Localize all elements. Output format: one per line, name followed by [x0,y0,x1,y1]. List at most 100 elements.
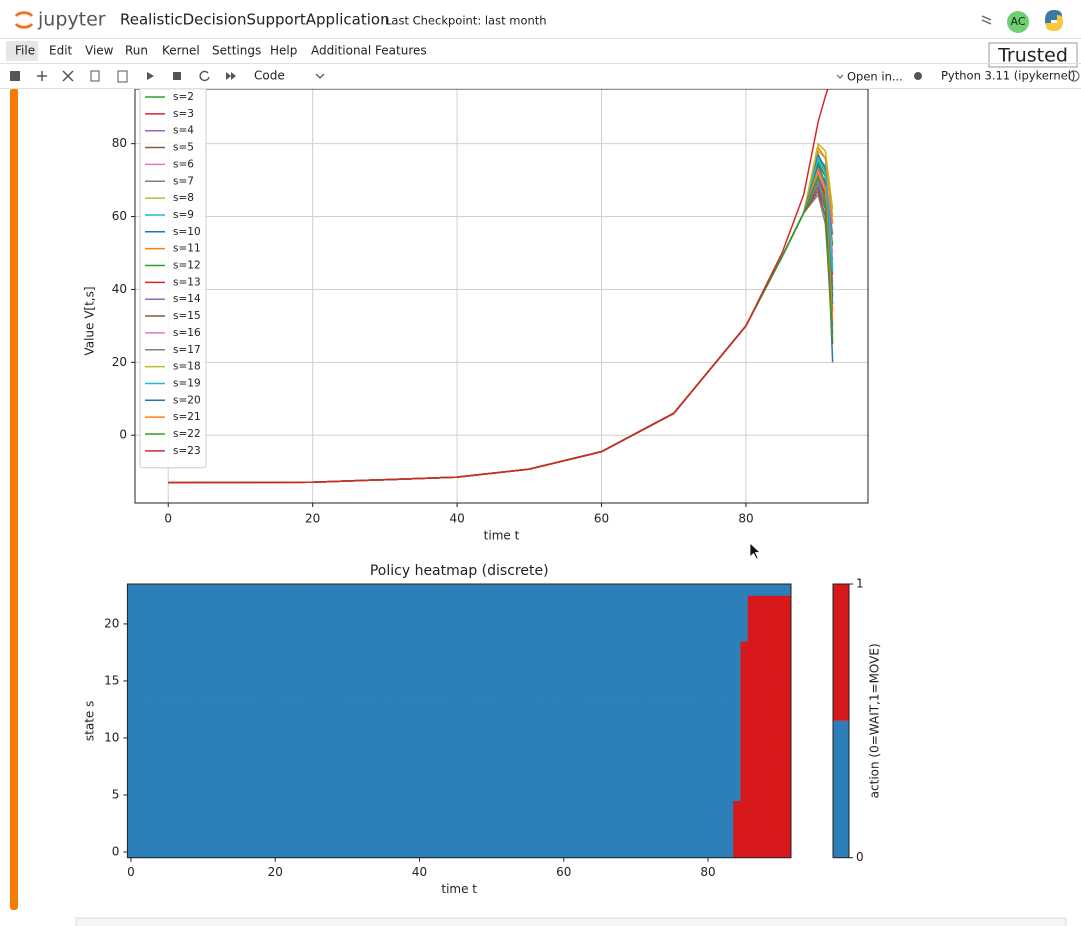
heatmap-cell [574,823,583,836]
heatmap-cell [639,629,648,642]
debug-icon[interactable] [914,72,922,80]
heatmap-cell [185,663,193,676]
heatmap-cell [351,812,359,824]
heatmap-cell [314,777,323,790]
heatmap-cell [149,709,157,722]
heatmap-cell [192,618,200,631]
heatmap-cell [668,686,676,699]
stop-icon[interactable] [173,72,181,80]
heatmap-cell [704,732,713,745]
menu-item[interactable]: Help [270,44,297,58]
heatmap-cell [538,675,547,688]
heatmap-cell [754,846,763,859]
heatmap-cell [329,606,337,619]
heatmap-cell [733,834,741,847]
cell-indicator[interactable] [10,88,18,910]
heatmap-cell [336,766,345,779]
heatmap-cell [206,732,215,745]
heatmap-cell [610,789,619,802]
heatmap-cell [754,777,763,790]
copy-icon[interactable] [90,70,100,82]
heatmap-cell [603,846,612,859]
heatmap-cell [625,777,633,790]
heatmap-cell [567,743,576,756]
run-icon[interactable] [147,72,154,80]
menu-item[interactable]: Additional Features [311,44,427,58]
dropdown-icon[interactable] [315,73,325,79]
trusted[interactable]: Trusted [997,45,1068,67]
heatmap-cell [502,675,511,688]
heatmap-cell [682,743,691,756]
heatmap-cell [372,675,381,688]
heatmap-cell [444,584,453,596]
heatmap-cell [581,766,590,779]
cut-icon[interactable] [62,70,74,82]
heatmap-cell [603,834,612,847]
heatmap-cell [415,663,424,676]
restart-icon[interactable] [199,70,210,82]
heatmap-cell [163,834,172,847]
heatmap-cell [690,834,698,847]
heatmap-cell [141,732,150,745]
heatmap-cell [639,584,648,596]
jupyter-logo[interactable] [14,11,34,18]
heatmap-cell [560,846,568,859]
heatmap-cell [762,618,770,631]
cell-type[interactable]: Code [254,69,285,83]
heatmap-cell [242,709,251,722]
kernel-name[interactable]: Python 3.11 (ipykernel) [941,69,1075,83]
heatmap-cell [379,629,388,642]
heatmap-cell [567,675,576,688]
heatmap-cell [581,834,590,847]
heatmap-cell [718,834,727,847]
heatmap-cell [365,629,374,642]
heatmap-cell [509,618,518,631]
save-icon[interactable] [10,71,20,81]
menu-item[interactable]: View [85,44,114,58]
heatmap-cell [675,663,684,676]
heatmap-cell [560,675,568,688]
notebook-title[interactable]: RealisticDecisionSupportApplication [120,11,390,29]
heatmap-cell [314,800,323,813]
user-avatar[interactable] [1007,11,1029,33]
menu-item[interactable]: Settings [212,44,261,58]
heatmap-cell [423,789,431,802]
heatmap-cell [697,686,705,699]
heatmap-cell [430,732,438,745]
next-cell[interactable] [75,917,1067,926]
heatmap-cell [242,720,251,733]
heatmap-cell [351,606,359,619]
heatmap-cell [754,663,763,676]
heatmap-cell [726,720,734,733]
heatmap-cell [444,777,453,790]
heatmap-cell [538,732,547,745]
run-all-icon[interactable] [226,72,236,80]
heatmap-cell [408,777,417,790]
share-icon[interactable] [981,15,992,25]
heatmap-cell [581,720,590,733]
paste-icon[interactable] [117,70,128,83]
heatmap-cell [516,732,525,745]
heatmap-cell [466,641,475,653]
heatmap-cell [726,846,734,859]
heatmap-cell [351,641,359,653]
heatmap-cell [596,629,604,642]
heatmap-cell [185,846,193,859]
add-icon[interactable] [37,71,47,81]
open-in[interactable]: Open in... [847,70,903,84]
heatmap-cell [625,595,633,608]
heatmap-cell [322,675,330,688]
menu-item[interactable]: File [15,44,35,58]
heatmap-cell [177,652,186,665]
heatmap-cell [170,663,179,676]
heatmap-cell [603,652,612,665]
heatmap-cell [185,777,193,790]
heatmap-cell [213,732,222,745]
menu-item[interactable]: Run [125,44,148,58]
menu-item[interactable]: Kernel [162,44,200,58]
heatmap-cell [567,709,576,722]
heatmap-cell [690,686,698,699]
menu-item[interactable]: Edit [49,44,73,58]
open-dropdown[interactable] [836,74,844,79]
legend-label: s=13 [173,276,201,288]
